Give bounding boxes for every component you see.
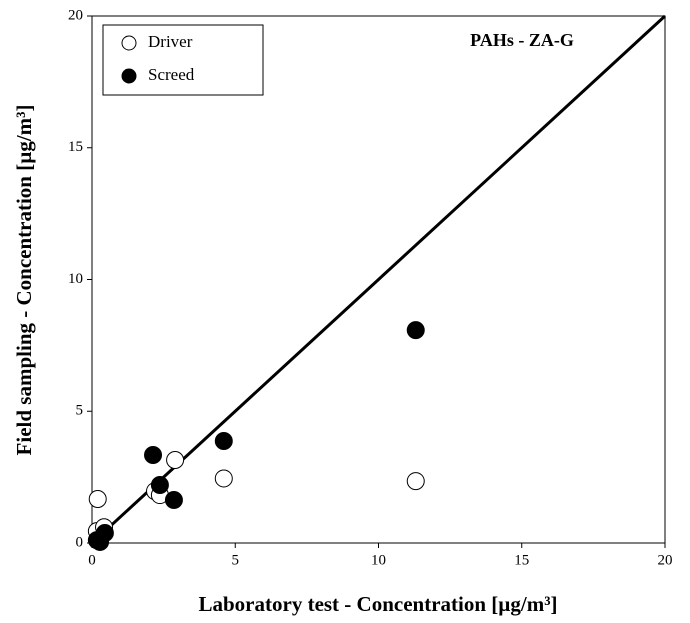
point [406,472,425,491]
point [164,491,183,510]
point [214,469,233,488]
point [166,450,185,469]
legend-marker [121,68,137,84]
point [214,432,233,451]
x-tick-label: 10 [371,552,386,568]
identity-line [90,14,667,545]
point [406,321,425,340]
y-tick-label: 0 [76,534,84,550]
point [88,489,107,508]
y-tick-label: 20 [68,7,83,23]
y-axis-label: Field sampling - Concentration [µg/m³] [12,105,36,456]
x-tick-label: 20 [658,552,673,568]
y-tick-label: 5 [76,403,84,419]
point [95,523,114,542]
annotation: PAHs - ZA-G [470,30,574,50]
point [150,476,169,495]
legend-label: Screed [148,65,195,84]
x-tick-label: 0 [88,552,96,568]
x-tick-label: 15 [514,552,529,568]
legend-marker [121,35,137,51]
legend-label: Driver [148,32,193,51]
y-tick-label: 15 [68,139,83,155]
point [144,445,163,464]
y-tick-label: 10 [68,271,83,287]
x-tick-label: 5 [232,552,240,568]
x-axis-label: Laboratory test - Concentration [µg/m³] [199,592,558,616]
